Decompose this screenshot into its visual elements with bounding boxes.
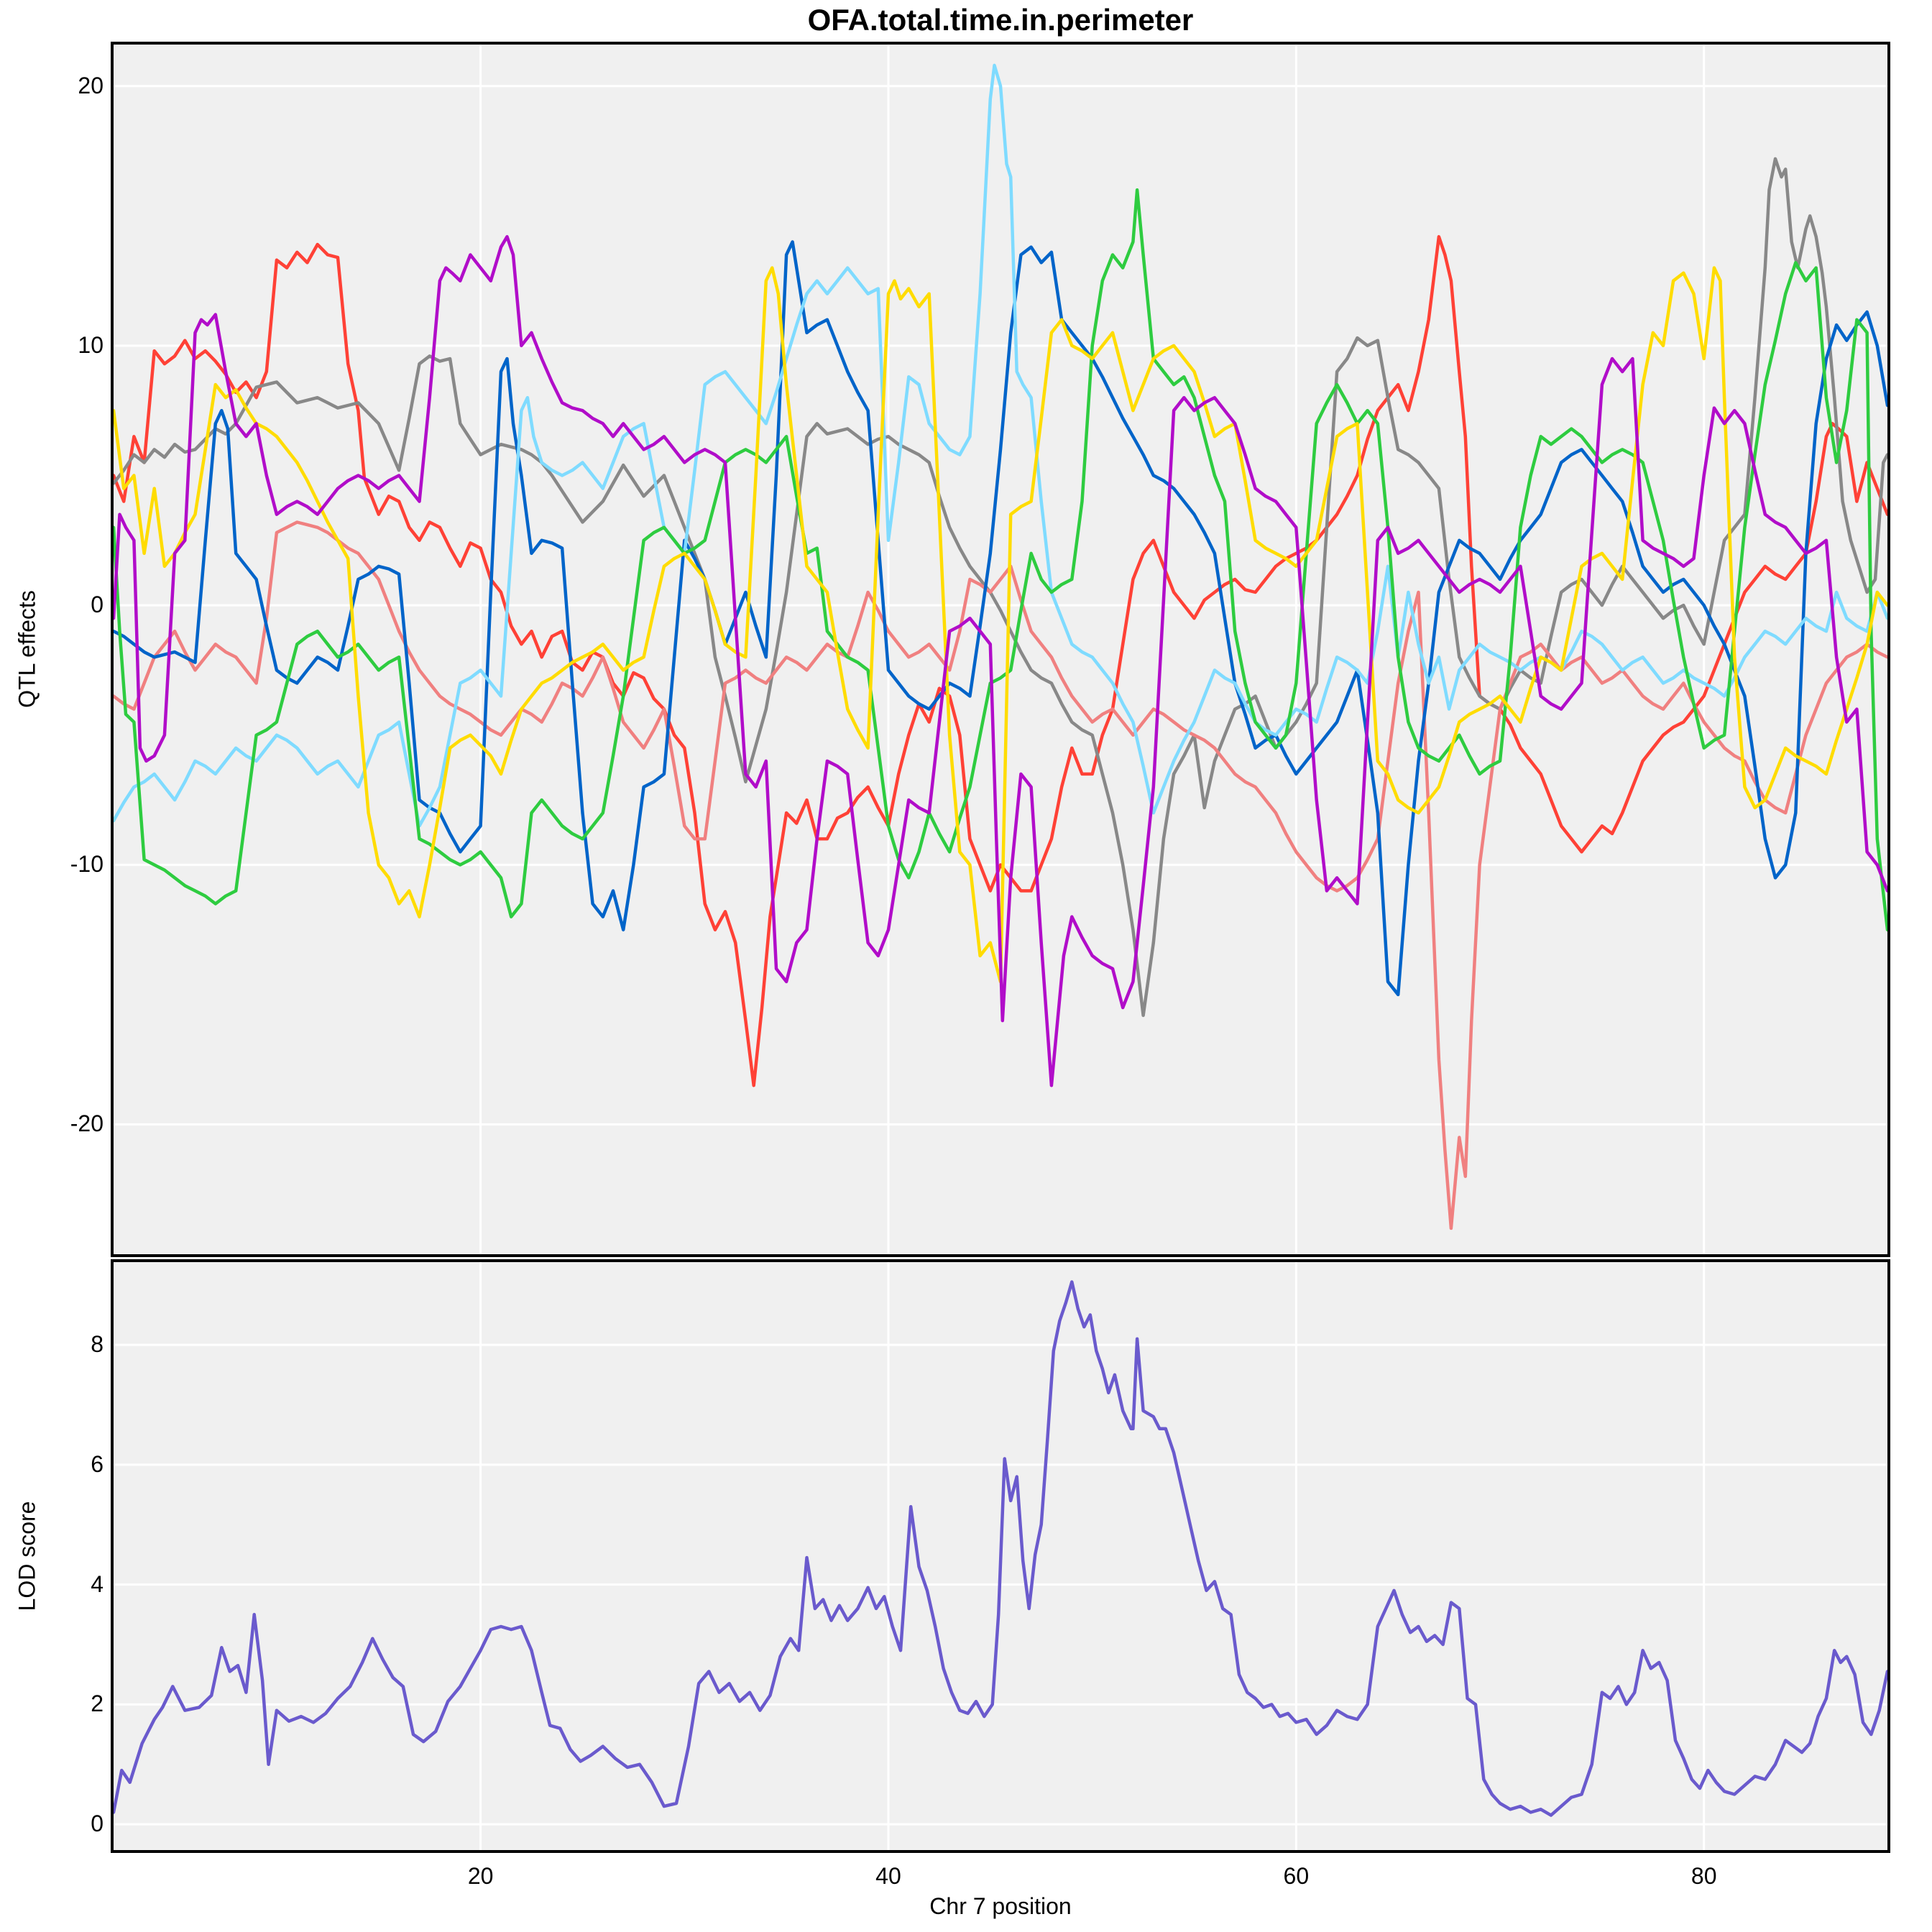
x-tick-label: 60	[1283, 1863, 1310, 1889]
lod-score-chart	[114, 1262, 1887, 1850]
y-tick-label: 4	[91, 1570, 104, 1597]
yellow-line	[114, 266, 1887, 984]
y-tick-label: 0	[91, 591, 104, 617]
y-tick-label: 20	[78, 72, 104, 98]
y-tick-label: 2	[91, 1690, 104, 1717]
y-tick-label: 10	[78, 331, 104, 358]
blue-line	[114, 240, 1887, 997]
lod-curve	[114, 1280, 1887, 1817]
y-tick-label: 6	[91, 1450, 104, 1477]
y-tick-label: -10	[70, 851, 104, 878]
lod-score-panel	[111, 1259, 1890, 1853]
purple-line	[114, 235, 1887, 1087]
qtl-effects-chart	[114, 45, 1887, 1254]
gray-line	[114, 157, 1887, 1017]
x-tick-label: 80	[1690, 1863, 1717, 1889]
y-tick-label: 8	[91, 1330, 104, 1357]
y-tick-label: -20	[70, 1110, 104, 1137]
x-tick-label: 20	[467, 1863, 494, 1889]
y-tick-label: 0	[91, 1810, 104, 1836]
chart-title: OFA.total.time.in.perimeter	[807, 3, 1194, 37]
qtl-effects-panel	[111, 42, 1890, 1257]
x-axis-label: Chr 7 position	[929, 1893, 1072, 1919]
x-tick-label: 40	[875, 1863, 901, 1889]
